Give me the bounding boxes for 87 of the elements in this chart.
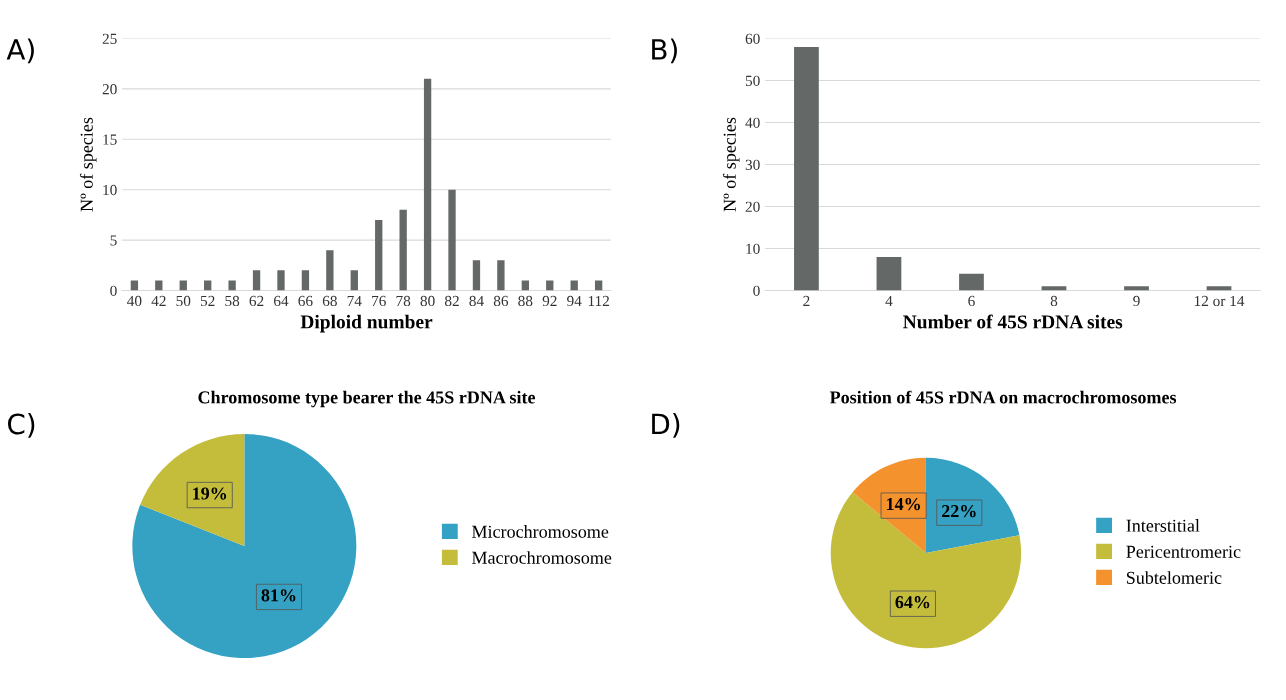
y-tick-label: 20 <box>102 84 117 95</box>
x-tick-label: 78 <box>396 295 411 307</box>
y-tick-label: 40 <box>745 117 760 128</box>
y-tick-label: 50 <box>745 75 760 86</box>
legend-label: Microchromosome <box>472 525 609 538</box>
pie-slice <box>132 434 357 658</box>
legend-label: Subtelomeric <box>1126 571 1222 584</box>
x-tick-label: 86 <box>493 295 509 307</box>
bar <box>1041 286 1067 291</box>
x-tick-label: 92 <box>542 295 557 307</box>
y-tick-label: 0 <box>753 285 760 296</box>
x-tick-label: 82 <box>444 295 459 307</box>
x-tick-label: 88 <box>518 295 533 307</box>
text: D) <box>652 413 680 438</box>
data-label: 81% <box>261 589 296 602</box>
x-axis-title: Number of 45S rDNA sites <box>903 314 1123 329</box>
y-tick-label: 10 <box>103 184 117 196</box>
bar <box>1206 286 1232 291</box>
pie-slice <box>830 492 1022 649</box>
x-tick-label: 112 <box>588 295 609 306</box>
x-tick-label: 50 <box>176 295 191 307</box>
bar <box>423 78 432 291</box>
y-tick-label: 60 <box>745 33 760 44</box>
y-axis-title: Nº of species <box>79 117 97 212</box>
data-label: 14% <box>887 497 920 511</box>
x-tick-label: 9 <box>1133 295 1140 307</box>
data-label: 22% <box>942 504 976 518</box>
bar <box>876 256 902 291</box>
x-tick-label: 84 <box>469 295 484 307</box>
bar <box>228 280 236 291</box>
bar <box>570 280 578 291</box>
bar <box>326 250 334 291</box>
x-tick-label: 4 <box>885 295 893 306</box>
y-tick-label: 10 <box>746 243 760 254</box>
x-tick-label: 62 <box>249 295 264 307</box>
x-tick-label: 6 <box>968 295 975 307</box>
bar <box>497 260 505 291</box>
legend-label: Macrochromosome <box>472 551 612 564</box>
y-tick-label: 5 <box>110 235 117 246</box>
chart-title: Chromosome type bearer the 45S rDNA site <box>198 390 536 408</box>
x-tick-label: 58 <box>225 295 240 307</box>
bar <box>277 270 285 291</box>
bar <box>472 260 481 291</box>
y-tick-label: 30 <box>745 159 760 170</box>
bar <box>959 273 984 291</box>
chart-title: Position of 45S rDNA on macrochromosomes <box>829 390 1177 404</box>
legend-label: Interstitial <box>1126 519 1200 532</box>
bar <box>521 280 529 291</box>
bar <box>594 280 603 291</box>
text: C) <box>7 413 35 438</box>
text: B) <box>652 38 677 64</box>
x-tick-label: 40 <box>127 295 142 307</box>
x-tick-label: 52 <box>200 295 215 307</box>
x-tick-label: 66 <box>298 295 313 307</box>
x-tick-label: 12 or 14 <box>1194 295 1245 307</box>
x-tick-label: 80 <box>420 295 435 307</box>
bar <box>155 280 163 291</box>
text: A) <box>6 38 34 64</box>
bar <box>179 280 187 291</box>
x-tick-label: 8 <box>1050 295 1058 307</box>
x-tick-label: 42 <box>151 295 166 306</box>
bar <box>204 280 212 291</box>
data-label: 19% <box>193 487 227 500</box>
bar <box>350 270 358 291</box>
bar <box>130 280 139 291</box>
x-tick-label: 64 <box>274 295 289 307</box>
bar <box>546 280 554 291</box>
x-tick-label: 76 <box>372 295 386 307</box>
y-tick-label: 0 <box>110 285 117 296</box>
x-tick-label: 68 <box>322 295 337 307</box>
bar <box>301 270 310 291</box>
x-tick-label: 2 <box>803 295 810 306</box>
y-axis-title: Nº of species <box>722 117 740 212</box>
bar <box>252 270 261 291</box>
bar <box>448 189 456 291</box>
bar <box>794 46 819 291</box>
y-tick-label: 25 <box>102 33 117 44</box>
bar <box>1124 286 1149 291</box>
x-axis-title: Diploid number <box>300 314 433 333</box>
data-label: 64% <box>895 596 930 609</box>
x-tick-label: 94 <box>567 295 582 307</box>
y-tick-label: 15 <box>103 134 117 145</box>
legend-label: Pericentromeric <box>1126 545 1241 558</box>
y-tick-label: 20 <box>745 201 760 212</box>
bar <box>399 209 407 291</box>
bar <box>375 219 383 291</box>
x-tick-label: 74 <box>347 295 362 306</box>
